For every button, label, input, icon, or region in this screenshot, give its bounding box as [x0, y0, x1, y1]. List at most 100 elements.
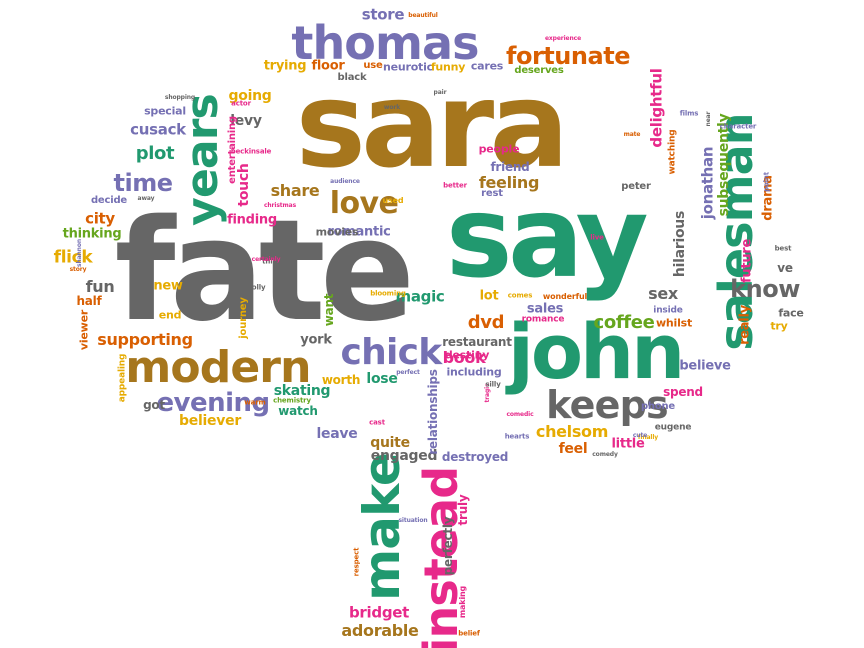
cloud-word-really: really: [737, 305, 753, 345]
cloud-word-adorable: adorable: [341, 621, 419, 640]
cloud-word-beautiful: beautiful: [408, 12, 438, 19]
cloud-word-shannon: shannon: [76, 239, 83, 267]
cloud-word-character: character: [719, 122, 757, 131]
cloud-word-end: end: [158, 308, 182, 322]
cloud-word-face: face: [778, 306, 804, 320]
cloud-word-truly: truly: [456, 494, 470, 526]
cloud-word-hilarious: hilarious: [672, 210, 688, 278]
cloud-word-fate: fate: [114, 190, 415, 353]
cloud-word-share: share: [270, 181, 320, 200]
cloud-word-got: got: [143, 398, 165, 412]
cloud-word-quite: quite: [370, 435, 410, 451]
cloud-word-touch: touch: [236, 163, 252, 207]
cloud-word-story: story: [69, 266, 87, 273]
cloud-word-belief: belief: [458, 629, 480, 638]
cloud-word-live: live: [590, 233, 604, 242]
cloud-word-finding: finding: [227, 212, 277, 228]
cloud-word-pair: pair: [433, 89, 447, 96]
cloud-word-john: john: [507, 307, 685, 396]
cloud-word-whilst: whilst: [655, 316, 693, 330]
cloud-word-inside: inside: [653, 305, 683, 316]
cloud-word-fun: fun: [85, 277, 115, 296]
cloud-word-work: work: [383, 104, 401, 111]
cloud-word-trying: trying: [263, 58, 307, 74]
cloud-word-time: time: [113, 169, 173, 197]
cloud-word-destroyed: destroyed: [441, 450, 509, 464]
cloud-word-levy: levy: [230, 113, 262, 129]
cloud-word-decide: decide: [90, 195, 128, 206]
cloud-word-mate: mate: [623, 131, 641, 138]
cloud-word-experience: experience: [544, 35, 582, 42]
cloud-word-best: best: [774, 244, 792, 253]
cloud-word-supporting: supporting: [97, 330, 193, 349]
cloud-word-away: away: [137, 195, 155, 202]
cloud-word-engaged: engaged: [370, 448, 438, 464]
cloud-word-sara: sara: [295, 56, 570, 194]
cloud-word-rest: rest: [481, 188, 503, 199]
cloud-word-magic: magic: [395, 287, 445, 306]
cloud-word-finally: finally: [637, 434, 659, 441]
cloud-word-city: city: [85, 209, 115, 228]
cloud-word-special: special: [144, 104, 186, 118]
cloud-word-spend: spend: [663, 385, 703, 399]
cloud-word-movies: movies: [315, 225, 359, 239]
cloud-word-york: york: [300, 332, 332, 348]
cloud-word-blooming: blooming: [370, 289, 406, 298]
cloud-word-sales: sales: [526, 301, 564, 317]
cloud-word-flick: flick: [53, 247, 93, 268]
cloud-word-near: near: [705, 111, 712, 127]
cloud-word-destiny: destiny: [444, 348, 490, 362]
cloud-word-situation: situation: [398, 517, 428, 524]
cloud-word-point: point: [762, 172, 771, 192]
cloud-word-cast: cast: [369, 418, 385, 427]
cloud-word-lose: lose: [366, 371, 398, 387]
cloud-word-future: future: [739, 238, 755, 284]
cloud-word-wonderful: wonderful: [542, 292, 588, 301]
cloud-word-bridget: bridget: [349, 603, 409, 622]
cloud-word-worth: worth: [321, 373, 361, 387]
cloud-word-skating: skating: [273, 383, 331, 399]
cloud-word-better: better: [443, 181, 467, 190]
cloud-word-coffee: coffee: [593, 312, 655, 333]
cloud-word-feel: feel: [558, 441, 588, 457]
cloud-word-perfectly: perfectly: [441, 516, 455, 576]
cloud-word-watching: watching: [667, 129, 678, 175]
cloud-word-romance: romance: [521, 314, 565, 325]
cloud-word-black: black: [337, 72, 367, 83]
cloud-word-half: half: [76, 294, 102, 308]
cloud-word-jonathan: jonathan: [698, 146, 717, 220]
cloud-word-silly: silly: [485, 380, 501, 389]
cloud-word-making: making: [458, 585, 467, 619]
cloud-word-want: want: [322, 293, 336, 327]
cloud-word-cusack: cusack: [130, 120, 186, 139]
cloud-word-cares: cares: [470, 59, 504, 73]
cloud-word-delightful: delightful: [647, 68, 666, 148]
cloud-word-believer: believer: [179, 413, 241, 429]
cloud-word-new: new: [153, 278, 183, 294]
cloud-word-hearts: hearts: [504, 432, 530, 441]
cloud-word-know: know: [730, 275, 800, 303]
cloud-word-sex: sex: [648, 284, 678, 303]
cloud-word-warm: warm: [244, 398, 266, 407]
cloud-word-christmas: christmas: [263, 202, 297, 209]
cloud-word-appealing: appealing: [117, 353, 128, 403]
cloud-word-watch: watch: [278, 404, 318, 418]
cloud-word-cute: cute: [632, 432, 648, 439]
cloud-word-leave: leave: [316, 426, 358, 442]
cloud-word-eugene: eugene: [654, 422, 692, 433]
cloud-word-say: say: [445, 173, 649, 303]
cloud-word-viewer: viewer: [77, 309, 91, 351]
cloud-word-chemistry: chemistry: [273, 396, 311, 405]
cloud-word-audience: audience: [330, 178, 360, 185]
cloud-word-perfect: perfect: [396, 369, 420, 376]
cloud-word-plot: plot: [135, 143, 175, 164]
cloud-word-think: think: [262, 257, 282, 266]
cloud-word-neurotic: neurotic: [383, 60, 433, 74]
cloud-word-little: little: [611, 436, 645, 452]
cloud-word-make: make: [353, 453, 411, 601]
cloud-word-modern: modern: [125, 342, 311, 393]
cloud-word-used: used: [382, 196, 404, 205]
cloud-word-feeling: feeling: [478, 173, 540, 192]
cloud-word-romantic: romantic: [327, 224, 391, 240]
